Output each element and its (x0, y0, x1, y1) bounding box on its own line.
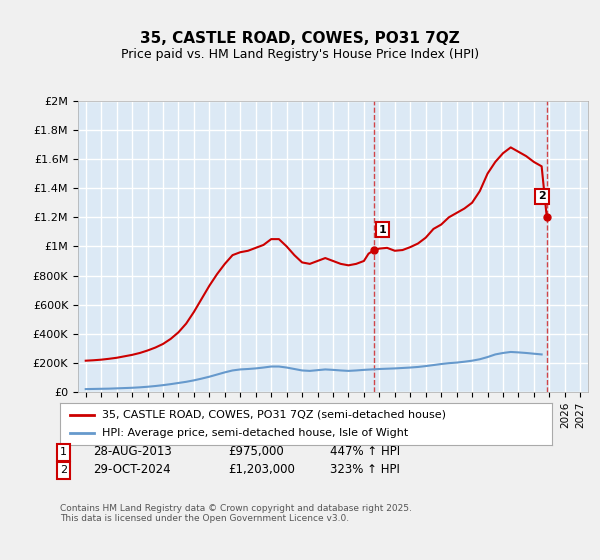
Text: 2: 2 (538, 192, 546, 202)
Text: 2: 2 (60, 465, 67, 475)
Text: 28-AUG-2013: 28-AUG-2013 (93, 445, 172, 458)
Text: 323% ↑ HPI: 323% ↑ HPI (330, 463, 400, 476)
Text: Contains HM Land Registry data © Crown copyright and database right 2025.
This d: Contains HM Land Registry data © Crown c… (60, 504, 412, 524)
Text: 29-OCT-2024: 29-OCT-2024 (93, 463, 170, 476)
Text: HPI: Average price, semi-detached house, Isle of Wight: HPI: Average price, semi-detached house,… (102, 428, 408, 438)
Text: 1: 1 (379, 225, 386, 235)
Text: Price paid vs. HM Land Registry's House Price Index (HPI): Price paid vs. HM Land Registry's House … (121, 48, 479, 60)
Text: 447% ↑ HPI: 447% ↑ HPI (330, 445, 400, 458)
Text: £1,203,000: £1,203,000 (228, 463, 295, 476)
Text: £975,000: £975,000 (228, 445, 284, 458)
Text: 35, CASTLE ROAD, COWES, PO31 7QZ: 35, CASTLE ROAD, COWES, PO31 7QZ (140, 31, 460, 46)
Text: 35, CASTLE ROAD, COWES, PO31 7QZ (semi-detached house): 35, CASTLE ROAD, COWES, PO31 7QZ (semi-d… (102, 410, 446, 420)
Text: 1: 1 (60, 447, 67, 458)
